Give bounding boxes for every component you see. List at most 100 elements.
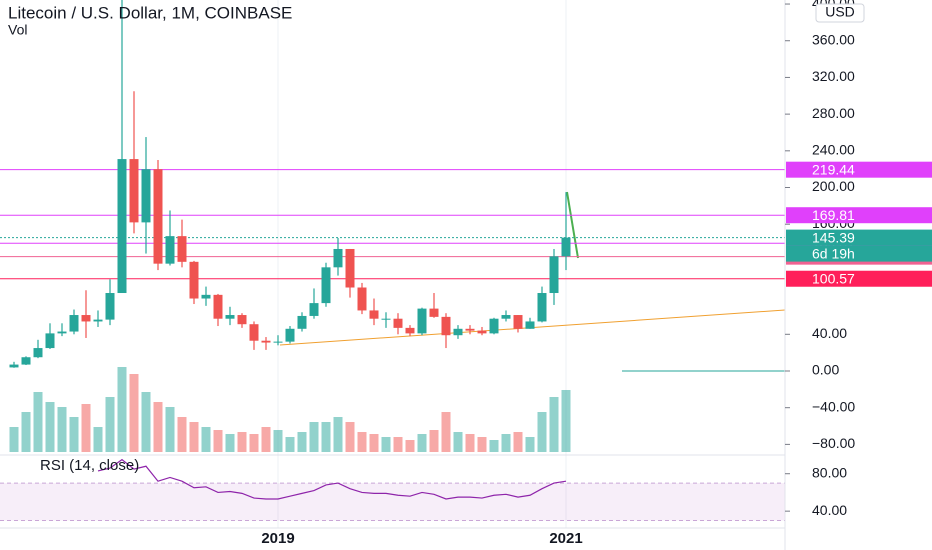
rsi-line	[97, 458, 567, 500]
candle-body	[141, 169, 151, 223]
candle-body	[405, 327, 415, 334]
level-label: 100.57	[812, 270, 855, 286]
candle-body	[369, 310, 379, 319]
volume-bar	[537, 412, 547, 452]
candle-body	[261, 340, 271, 343]
candle-body	[237, 315, 247, 325]
candle-body	[321, 267, 331, 304]
volume-bar	[177, 417, 187, 452]
volume-bar	[513, 432, 523, 452]
candle-body	[9, 364, 19, 368]
price-axis: −80.00−40.000.0040.00160.00200.00240.002…	[785, 0, 932, 518]
volume-bar	[333, 417, 343, 452]
candle-body	[537, 293, 547, 322]
volume-bar	[201, 427, 211, 452]
rsi-tick-label: 80.00	[812, 464, 847, 480]
candle-body	[21, 357, 31, 365]
y-tick-label: −40.00	[812, 398, 855, 414]
volume-bar	[549, 397, 559, 452]
volume-bar	[9, 427, 19, 452]
volume-bar	[249, 434, 259, 452]
candle-body	[429, 308, 439, 317]
y-tick-label: 200.00	[812, 178, 855, 194]
volume-bar	[225, 434, 235, 452]
volume-bar	[33, 392, 43, 452]
volume-bar	[477, 437, 487, 452]
volume-bar	[441, 412, 451, 452]
candle-body	[153, 169, 163, 264]
volume-bar	[57, 407, 67, 452]
candle-body	[357, 287, 367, 311]
candle-body	[225, 315, 235, 319]
candle-body	[561, 237, 571, 257]
volume-bar	[189, 422, 199, 452]
candle-body	[273, 341, 283, 343]
candle-body	[33, 348, 43, 358]
candle-body	[189, 261, 199, 299]
y-tick-label: 0.00	[812, 362, 839, 378]
volume-bar	[261, 427, 271, 452]
candle-body	[489, 318, 499, 334]
rsi-tick-label: 40.00	[812, 502, 847, 518]
volume-bar	[405, 440, 415, 452]
volume-bar	[489, 440, 499, 452]
countdown-label: 6d 19h	[812, 245, 855, 261]
y-tick-label: 240.00	[812, 142, 855, 158]
candle-body	[129, 159, 139, 223]
level-label: 219.44	[812, 161, 855, 177]
volume-bar	[165, 407, 175, 452]
currency-box[interactable]	[815, 3, 865, 23]
candle-body	[477, 330, 487, 334]
volume-bar	[393, 437, 403, 452]
rsi-title: RSI (14, close)	[40, 457, 139, 474]
candle-body	[345, 248, 355, 288]
x-tick-label: 2021	[549, 530, 582, 547]
volume-label: Vol	[8, 22, 27, 38]
volume-bar	[81, 404, 91, 452]
volume-bar	[141, 392, 151, 452]
candle-body	[513, 315, 523, 329]
candle-body	[333, 248, 343, 268]
volume-bar	[465, 434, 475, 452]
level-label: 169.81	[812, 207, 855, 223]
volume-bar	[105, 397, 115, 452]
candle-body	[417, 308, 427, 334]
countdown-label-box	[786, 245, 932, 262]
volume-bar	[369, 434, 379, 452]
candle-body	[309, 303, 319, 316]
grid	[0, 0, 785, 528]
volume-bar	[69, 417, 79, 452]
candle-body	[465, 328, 475, 331]
candle-body	[57, 331, 67, 334]
volume-bar	[21, 412, 31, 452]
volume-bar	[381, 437, 391, 452]
candle-body	[297, 315, 307, 329]
y-tick-label: 360.00	[812, 31, 855, 47]
volume-bar	[153, 402, 163, 452]
candle-body	[393, 318, 403, 328]
candle-body	[201, 294, 211, 299]
candle-body	[249, 324, 259, 341]
candle-body	[441, 316, 451, 336]
rsi-band	[0, 483, 785, 521]
y-tick-label: −80.00	[812, 435, 855, 451]
candle-body	[117, 159, 127, 294]
currency[interactable]: USD	[825, 4, 855, 20]
candle-body	[501, 315, 511, 319]
volume-bar	[129, 374, 139, 452]
volume-bar	[237, 432, 247, 452]
volume-bar	[501, 434, 511, 452]
volume-bar	[297, 432, 307, 452]
candle-body	[453, 328, 463, 336]
volume-bar	[273, 430, 283, 452]
volume-bar	[309, 422, 319, 452]
volume-bar	[345, 422, 355, 452]
last-price-label-box	[786, 229, 932, 246]
chart-title: Litecoin / U.S. Dollar, 1M, COINBASE	[8, 3, 292, 22]
candle-body	[69, 315, 79, 332]
volume-bar	[117, 367, 127, 452]
volume-bar	[453, 432, 463, 452]
volume-bar	[285, 437, 295, 452]
candle-body	[165, 236, 175, 264]
